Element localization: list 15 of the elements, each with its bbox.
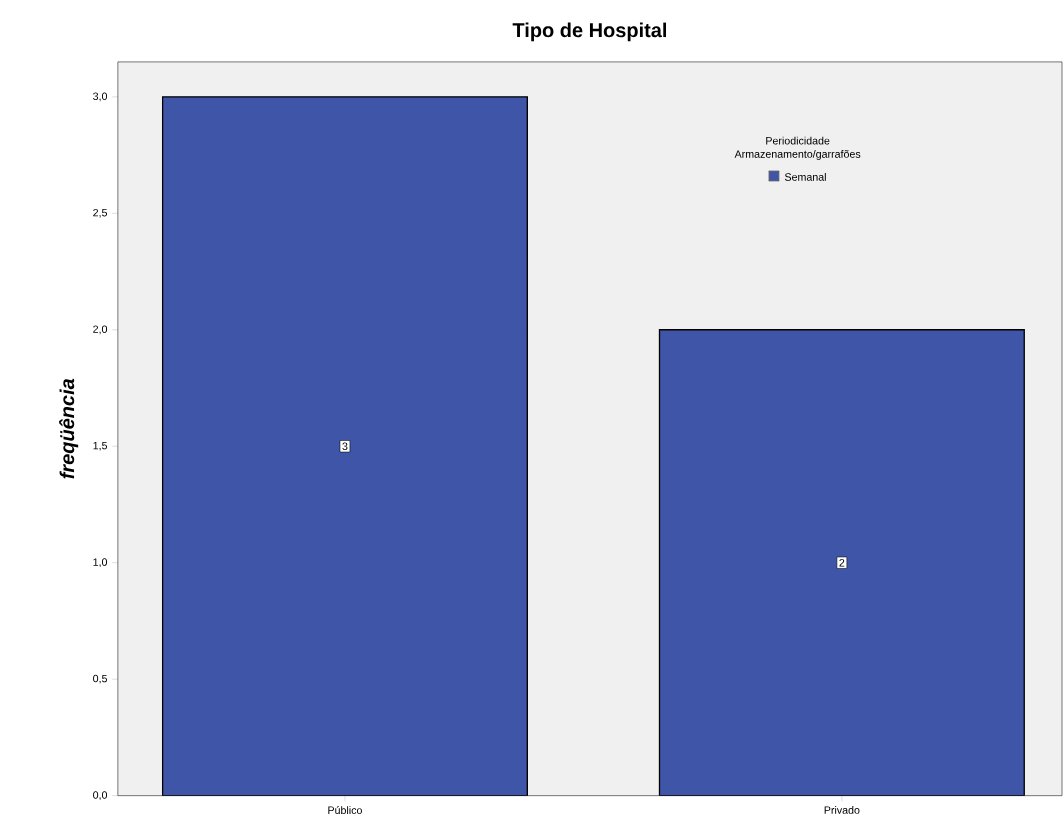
y-axis-title: freqüência — [59, 379, 79, 479]
y-tick-label: 2,5 — [93, 209, 108, 218]
legend-label: Semanal — [784, 173, 826, 181]
x-tick-label: Público — [328, 806, 362, 815]
data-label: 2 — [839, 559, 845, 567]
y-tick-label: 0,0 — [93, 791, 108, 801]
y-tick-label: 3,0 — [93, 92, 108, 102]
y-tick-label: 1,0 — [93, 558, 108, 568]
y-tick-label: 0,5 — [93, 674, 108, 684]
y-tick-label: 2,0 — [93, 325, 108, 335]
legend-title: Periodicidade Armazenamento/garrafões — [734, 136, 861, 161]
y-tick-label: 1,5 — [93, 442, 108, 451]
chart-title: Tipo de Hospital — [512, 22, 667, 42]
x-tick-label: Privado — [824, 806, 860, 815]
data-label: 3 — [342, 442, 348, 451]
